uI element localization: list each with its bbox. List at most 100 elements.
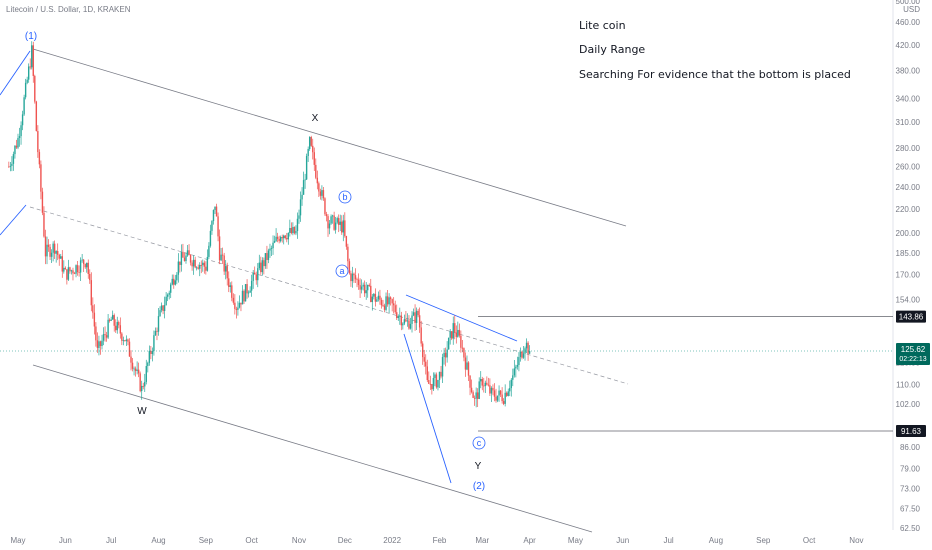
- candle-body: [214, 206, 216, 210]
- wave-label-2: (2): [473, 481, 485, 492]
- candle-body: [147, 362, 149, 367]
- candle-body: [211, 221, 213, 231]
- candle-body: [221, 254, 224, 256]
- wave-a-circle: [335, 264, 349, 278]
- candle-body: [131, 362, 134, 369]
- candle-body: [250, 280, 253, 291]
- candle-body: [391, 299, 393, 304]
- candle-body: [362, 284, 364, 287]
- candle-body: [37, 131, 39, 153]
- candle-body: [252, 272, 254, 281]
- candle-body: [310, 137, 312, 146]
- y-tick-label: 280.00: [896, 144, 921, 153]
- candle-body: [312, 145, 314, 153]
- candle-body: [290, 227, 293, 234]
- candle-body: [92, 305, 94, 313]
- candle-body: [489, 385, 491, 394]
- candle-body: [431, 383, 433, 390]
- candle-body: [205, 266, 207, 271]
- candle-body: [226, 266, 228, 279]
- candle-body: [406, 320, 409, 322]
- candle-body: [173, 278, 175, 285]
- candle-body: [8, 166, 10, 168]
- candle-body: [12, 154, 15, 164]
- candle-body: [348, 261, 351, 274]
- y-tick-label: 79.00: [900, 465, 921, 474]
- candle-body: [192, 259, 195, 267]
- candle-body: [429, 383, 432, 385]
- candle-body: [434, 374, 436, 378]
- candle-body: [197, 267, 199, 269]
- candle-body: [458, 329, 461, 336]
- candle-body: [202, 262, 204, 266]
- candle-body: [342, 220, 344, 233]
- candle-body: [257, 268, 259, 281]
- candle-body: [217, 216, 219, 237]
- candle-body: [185, 255, 187, 262]
- candle-body: [14, 145, 16, 155]
- candle-body: [510, 379, 512, 389]
- candle-body: [403, 319, 406, 324]
- last-price-countdown: 02:22:13: [899, 356, 926, 363]
- candle-body: [452, 323, 454, 339]
- candle-body: [336, 218, 338, 223]
- candle-body: [275, 236, 277, 241]
- candle-body: [293, 226, 296, 234]
- y-axis: 500.00 460.00 420.00 380.00 340.00 310.00 280.…: [896, 0, 921, 533]
- candle-body: [220, 254, 222, 261]
- candle-body: [292, 226, 294, 234]
- candle-body: [333, 215, 335, 230]
- candle-body: [137, 369, 140, 374]
- candle-body: [223, 255, 225, 272]
- candle-body: [199, 264, 201, 269]
- candle-body: [287, 232, 290, 240]
- x-tick-label: Sep: [199, 536, 214, 545]
- candle-body: [396, 312, 398, 319]
- candle-body: [244, 284, 247, 302]
- candle-body: [363, 284, 366, 294]
- candle-body: [153, 335, 155, 351]
- candle-body: [255, 274, 257, 281]
- candle-body: [359, 285, 361, 290]
- candle-body: [269, 248, 271, 251]
- wave-label-a: a: [339, 266, 344, 276]
- candle-body: [157, 316, 160, 332]
- candle-body: [90, 280, 93, 306]
- candle-body: [84, 264, 86, 268]
- candle-body: [134, 368, 137, 371]
- y-tick-label: 260.00: [896, 163, 921, 172]
- x-tick-label: Nov: [849, 536, 863, 545]
- candle-body: [376, 299, 378, 302]
- candle-body: [163, 305, 166, 311]
- candle-body: [49, 246, 51, 257]
- y-tick-label: 200.00: [896, 229, 921, 238]
- x-tick-label: Aug: [709, 536, 723, 545]
- candle-body: [82, 259, 85, 265]
- candle-body: [422, 343, 424, 358]
- candle-body: [374, 293, 377, 302]
- candle-body: [180, 251, 183, 265]
- candle-body: [481, 379, 483, 386]
- candle-body: [318, 183, 320, 192]
- annotation-notes: Lite coin Daily Range Searching For evid…: [579, 19, 851, 81]
- candle-body: [115, 325, 117, 331]
- symbol-title: Litecoin / U.S. Dollar, 1D, KRAKEN: [6, 5, 131, 14]
- candle-body: [415, 310, 418, 323]
- candle-body: [461, 347, 464, 349]
- candle-body: [58, 254, 60, 259]
- candle-body: [47, 244, 50, 247]
- candle-body: [144, 381, 146, 387]
- candle-body: [104, 334, 106, 336]
- candle-body: [183, 257, 186, 262]
- candle-body: [324, 198, 326, 215]
- candle-body: [420, 327, 422, 344]
- candle-body: [95, 326, 97, 341]
- candle-body: [247, 292, 250, 294]
- resistance-line: [405, 294, 518, 342]
- candle-body: [43, 212, 45, 237]
- candle-body: [9, 165, 12, 167]
- candle-body: [154, 330, 157, 336]
- candle-body: [130, 356, 132, 363]
- candle-body: [44, 236, 47, 257]
